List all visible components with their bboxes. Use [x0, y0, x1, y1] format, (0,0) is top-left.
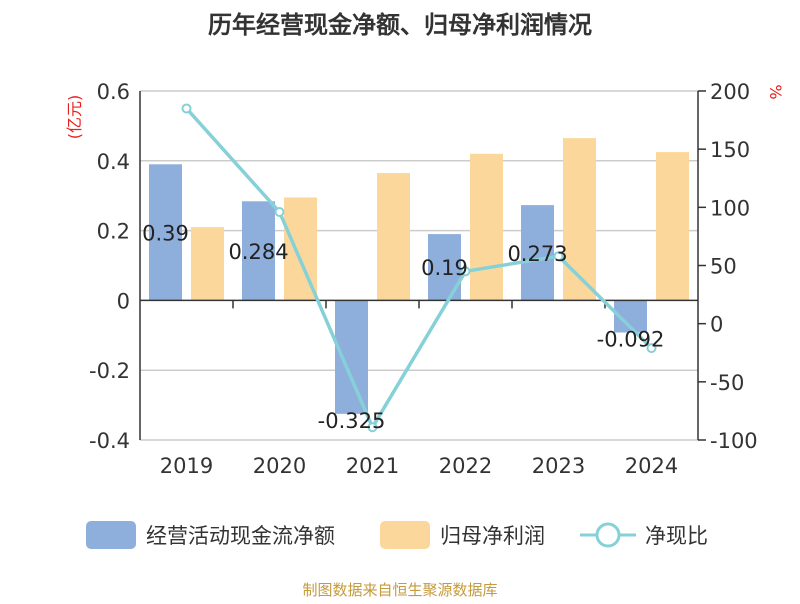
y-right-tick-label: -50	[710, 371, 744, 395]
y-left-tick-label: -0.2	[89, 359, 130, 383]
y-right-tick-label: 150	[710, 138, 750, 162]
data-label-cash-flow: -0.092	[597, 328, 665, 352]
x-tick-label: 2019	[160, 454, 213, 478]
y-right-axis-label: %	[766, 84, 785, 99]
x-tick-label: 2023	[532, 454, 585, 478]
data-label-cash-flow: 0.273	[507, 242, 567, 266]
chart-title: 历年经营现金净额、归母净利润情况	[208, 11, 592, 39]
bar-layer	[149, 138, 689, 414]
bar-net-profit	[191, 227, 224, 301]
y-right-tick-label: 100	[710, 196, 750, 220]
ratio-point	[553, 251, 564, 262]
bar-cash-flow	[242, 201, 275, 301]
data-label-cash-flow: -0.325	[318, 409, 386, 433]
y-right-tick-label: 50	[710, 255, 737, 279]
bar-net-profit	[563, 138, 596, 301]
source-note: 制图数据来自恒生聚源数据库	[302, 581, 497, 599]
x-tick-label: 2024	[625, 454, 678, 478]
y-left-tick-label: -0.4	[89, 429, 130, 453]
ratio-line-layer	[181, 103, 657, 433]
legend-label-net-profit: 归母净利润	[440, 524, 545, 548]
bar-cash-flow	[149, 164, 182, 301]
y-right-tick-label: 0	[710, 313, 723, 337]
ratio-point	[274, 206, 285, 217]
ratio-point	[367, 422, 378, 433]
x-tick-label: 2020	[253, 454, 306, 478]
bar-net-profit	[656, 152, 689, 301]
bar-cash-flow	[335, 300, 368, 414]
data-label-layer: 0.39 0.284 -0.325 0.19 0.273 -0.092	[142, 221, 664, 432]
x-tick-label: 2022	[439, 454, 492, 478]
bar-net-profit	[470, 153, 503, 301]
ratio-point	[181, 103, 192, 114]
data-label-cash-flow: 0.39	[142, 221, 189, 245]
y-left-tick-label: 0.6	[97, 80, 130, 104]
legend-label-ratio: 净现比	[645, 524, 708, 548]
y-left-axis-label: (亿元)	[65, 95, 84, 140]
ratio-point	[646, 343, 657, 354]
y-left-tick-label: 0.2	[97, 220, 130, 244]
bar-cash-flow	[521, 205, 554, 301]
ratio-point	[460, 266, 471, 277]
legend: 经营活动现金流净额 归母净利润 净现比	[86, 521, 708, 549]
legend-swatch-ratio-marker	[595, 522, 621, 548]
legend-swatch-net-profit	[380, 521, 430, 549]
axis-layer: -0.4 -0.2 0 0.2 0.4 0.6 -100 -50 0 50 100 150 200 201…	[89, 80, 758, 478]
y-right-tick-label: 200	[710, 80, 750, 104]
y-left-tick-label: 0	[117, 289, 130, 313]
legend-swatch-cash-flow	[86, 521, 136, 549]
x-tick-label: 2021	[346, 454, 399, 478]
y-right-tick-label: -100	[710, 429, 758, 453]
ratio-line	[185, 107, 653, 432]
y-left-tick-label: 0.4	[97, 150, 130, 174]
bar-net-profit	[377, 173, 410, 301]
legend-label-cash-flow: 经营活动现金流净额	[146, 524, 335, 548]
data-label-cash-flow: 0.284	[228, 240, 288, 264]
data-label-cash-flow: 0.19	[421, 256, 468, 280]
